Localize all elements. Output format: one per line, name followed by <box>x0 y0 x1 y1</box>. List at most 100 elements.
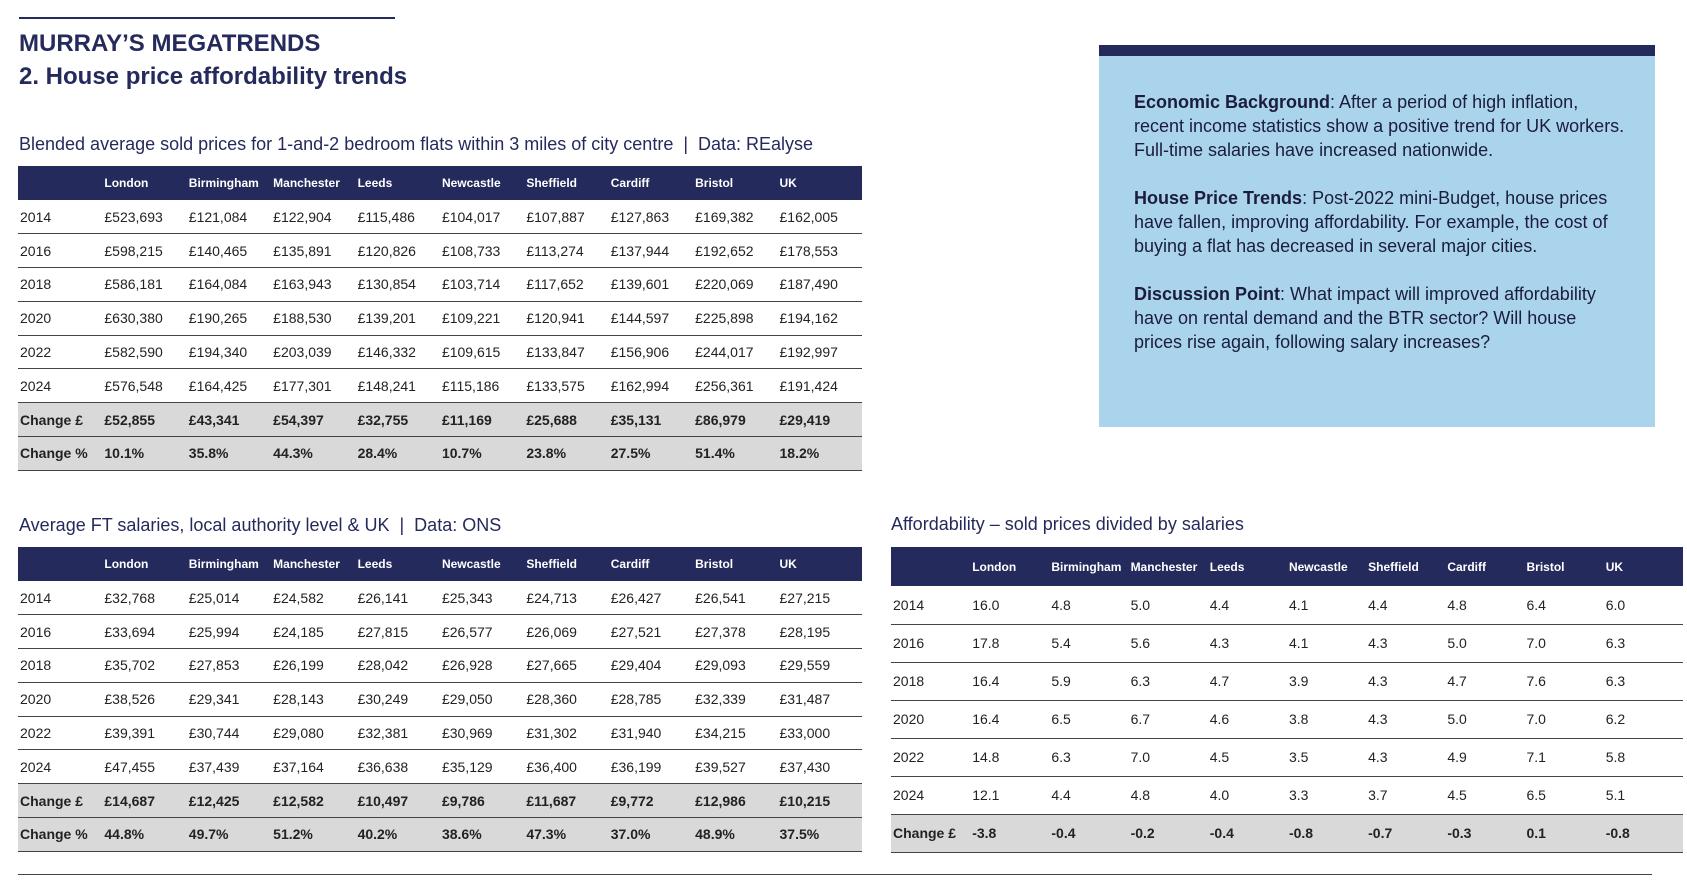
cell: £39,391 <box>102 716 187 751</box>
summary-row: Change £ £52,855 £43,341 £54,397 £32,755 £11,… <box>18 402 862 438</box>
cell: 4.8 <box>1445 586 1525 625</box>
cell: £194,340 <box>186 335 272 370</box>
cell: £37,164 <box>271 749 356 785</box>
cell: £27,815 <box>355 614 440 650</box>
cell: 6.3 <box>1603 624 1683 663</box>
cell: 4.5 <box>1445 776 1525 815</box>
row-label: 2016 <box>18 614 103 650</box>
cell: £177,301 <box>271 368 356 404</box>
data-row: 2016 £598,215 £140,465 £135,891 £120,826 £108… <box>18 233 862 269</box>
cell: £33,000 <box>777 716 862 751</box>
cell: £26,069 <box>524 614 609 650</box>
cell: £31,302 <box>524 716 609 751</box>
data-row: 2018 £35,702 £27,853 £26,199 £28,042 £26,928 £… <box>18 648 862 683</box>
cell: 16.4 <box>970 662 1050 701</box>
paragraph-text: : After a period of high inflation, rece… <box>1134 92 1625 160</box>
cell: £26,541 <box>693 581 778 616</box>
data-table: London Birmingham Manchester Leeds Newcastle… <box>18 547 862 852</box>
cell: 14.8 <box>970 738 1050 777</box>
cell: 51.2% <box>271 817 356 852</box>
cell: £9,772 <box>608 783 694 819</box>
cell: £43,341 <box>186 402 272 438</box>
cell: £146,332 <box>355 335 440 370</box>
cell: £225,898 <box>693 301 778 336</box>
cell: 49.7% <box>186 817 272 852</box>
paragraph-lead: Economic Background <box>1134 92 1331 112</box>
cell: £139,601 <box>608 267 694 302</box>
column-header: UK <box>1603 547 1683 586</box>
cell: £220,069 <box>693 267 778 302</box>
cell: £28,042 <box>355 648 440 683</box>
data-row: 2016 £33,694 £25,994 £24,185 £27,815 £26,577 £… <box>18 614 862 650</box>
cell: £31,487 <box>777 682 862 717</box>
column-header: Leeds <box>1207 547 1287 586</box>
cell: £30,969 <box>439 716 525 751</box>
cell: £29,419 <box>777 402 862 438</box>
cell: 6.2 <box>1603 700 1683 739</box>
data-row: 2016 17.8 5.4 5.6 4.3 4.1 4.3 5.0 7.0 6.3 <box>891 624 1683 663</box>
header-row: London Birmingham Manchester Leeds Newcastle… <box>18 166 862 200</box>
row-label: Change £ <box>18 402 103 438</box>
cell: £27,521 <box>608 614 694 650</box>
table-caption: Average FT salaries, local authority lev… <box>19 515 502 535</box>
cell: £188,530 <box>271 301 356 336</box>
data-row: 2014 £32,768 £25,014 £24,582 £26,141 £25,343 £… <box>18 581 862 616</box>
column-header: UK <box>777 547 862 581</box>
paragraph-lead: Discussion Point <box>1134 284 1281 304</box>
cell: £27,215 <box>777 581 862 616</box>
data-row: 2014 £523,693 £121,084 £122,904 £115,486 £104… <box>18 200 862 235</box>
row-label: 2018 <box>18 267 103 302</box>
header-row: London Birmingham Manchester Leeds Newcastle… <box>891 547 1683 586</box>
data-row: 2024 £47,455 £37,439 £37,164 £36,638 £35,129 £… <box>18 749 862 785</box>
cell: £630,380 <box>102 301 187 336</box>
cell: £26,577 <box>439 614 525 650</box>
cell: £244,017 <box>693 335 778 370</box>
data-table: London Birmingham Manchester Leeds Newcastle… <box>891 547 1683 853</box>
cell: 7.0 <box>1524 624 1604 663</box>
column-header: Sheffield <box>524 547 609 581</box>
cell: £27,665 <box>524 648 609 683</box>
cell: £169,382 <box>693 200 778 235</box>
cell: £29,093 <box>693 648 778 683</box>
cell: £52,855 <box>102 402 187 438</box>
cell: £12,582 <box>271 783 356 819</box>
cell: £190,265 <box>186 301 272 336</box>
cell: £27,378 <box>693 614 778 650</box>
table-caption: Affordability – sold prices divided by s… <box>891 514 1244 534</box>
cell: 4.4 <box>1049 776 1129 815</box>
cell: 4.5 <box>1207 738 1287 777</box>
column-header: Manchester <box>1128 547 1208 586</box>
cell: £10,497 <box>355 783 440 819</box>
cell: £108,733 <box>439 233 525 269</box>
cell: £25,688 <box>524 402 609 438</box>
cell: £130,854 <box>355 267 440 302</box>
data-row: 2024 £576,548 £164,425 £177,301 £148,241 £115… <box>18 368 862 404</box>
cell: £133,847 <box>524 335 609 370</box>
cell: £144,597 <box>608 301 694 336</box>
cell: £582,590 <box>102 335 187 370</box>
cell: £109,221 <box>439 301 525 336</box>
cell: £162,994 <box>608 368 694 404</box>
column-header: Manchester <box>271 166 356 200</box>
cell: 10.1% <box>102 436 187 471</box>
column-header: Newcastle <box>1286 547 1367 586</box>
cell: 3.8 <box>1286 700 1367 739</box>
cell: £113,274 <box>524 233 609 269</box>
cell: £12,986 <box>693 783 778 819</box>
cell: £32,755 <box>355 402 440 438</box>
data-row: 2020 £630,380 £190,265 £188,530 £139,201 £109… <box>18 301 862 336</box>
row-label: 2018 <box>891 662 971 701</box>
column-header: UK <box>777 166 862 200</box>
cell: £24,582 <box>271 581 356 616</box>
paragraph-lead: House Price Trends <box>1134 188 1303 208</box>
cell: 6.3 <box>1049 738 1129 777</box>
row-label: Change £ <box>18 783 103 819</box>
cell: 23.8% <box>524 436 609 471</box>
cell: 35.8% <box>186 436 272 471</box>
column-header: Sheffield <box>1366 547 1446 586</box>
row-label: 2024 <box>18 749 103 785</box>
summary-row: Change % 10.1% 35.8% 44.3% 28.4% 10.7% 23.8% 27… <box>18 436 862 471</box>
cell: £29,341 <box>186 682 272 717</box>
cell: £10,215 <box>777 783 862 819</box>
